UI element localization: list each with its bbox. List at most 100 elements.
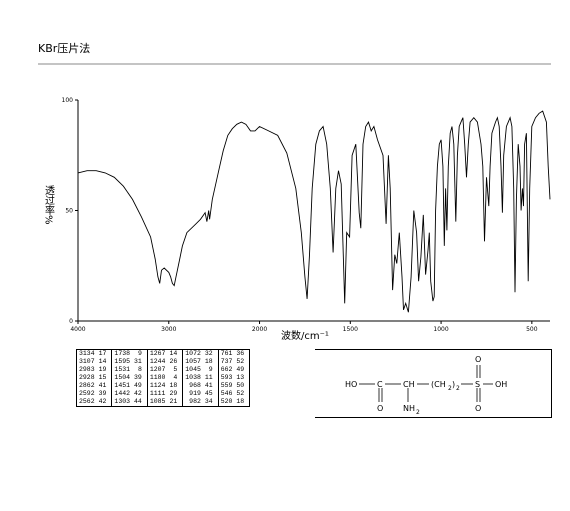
table-cell: 11: [202, 374, 219, 382]
table-cell: 1442: [114, 390, 131, 397]
atom: O: [475, 404, 481, 413]
spectrum-line: [77, 110, 551, 313]
table-cell: 2862: [79, 382, 95, 389]
y-axis-label: 透过率%: [43, 185, 55, 225]
table-cell: 1738: [114, 350, 131, 357]
table-cell: 1595: [114, 358, 131, 365]
x-tick-label: 1500: [343, 326, 358, 333]
table-cell: 1085: [149, 398, 166, 405]
table-row: 2862 41 1451 49 1124 18 968 41 559 50: [77, 382, 251, 390]
y-tick-label: 100: [62, 97, 74, 104]
table-cell: 1531: [114, 366, 131, 373]
table-cell: 1267: [149, 350, 166, 357]
table-cell: 919: [189, 390, 201, 397]
table-cell: 1038: [185, 374, 201, 381]
table-cell: 36: [234, 349, 251, 358]
table-cell: 41: [202, 382, 219, 390]
table-row: 2592 39 1442 42 1111 29 919 45 546 52: [77, 390, 251, 398]
table-cell: 4: [167, 374, 184, 382]
table-cell: 17: [96, 349, 113, 358]
table-cell: 45: [202, 390, 219, 398]
atom: S: [475, 380, 480, 389]
table-cell: 520: [220, 398, 233, 405]
table-cell: 968: [189, 382, 201, 389]
table-cell: 9: [132, 349, 148, 358]
table-cell: 662: [220, 366, 233, 373]
table-cell: 15: [96, 374, 113, 382]
table-cell: 546: [220, 390, 233, 397]
table-cell: 1180: [149, 374, 166, 381]
structure: HO C CH (CH 2 ) 2 S OH O NH 2 O O: [315, 349, 552, 418]
table-cell: 39: [96, 390, 113, 398]
table-cell: 1303: [114, 398, 131, 405]
table-cell: 3134: [79, 350, 95, 357]
table-row: 3134 17 1738 9 1267 14 1072 32 761 36: [77, 349, 251, 358]
subscript: 2: [456, 385, 460, 392]
table-cell: 41: [96, 382, 113, 390]
table-cell: 3107: [79, 358, 95, 365]
table-cell: 2928: [79, 374, 95, 381]
table-cell: 982: [189, 398, 201, 405]
table-row: 2562 42 1303 44 1085 21 982 34 520 18: [77, 398, 251, 407]
table-cell: 14: [167, 349, 184, 358]
peak-table: 3134 17 1738 9 1267 14 1072 32 761 36 3107 14 1595 31…: [76, 349, 251, 407]
x-tick-label: 3000: [161, 326, 176, 333]
atom: O: [377, 404, 383, 413]
x-tick-label: 2000: [252, 326, 267, 333]
table-cell: 1072: [185, 350, 201, 357]
table-cell: 52: [234, 390, 251, 398]
table-cell: 593: [220, 374, 233, 381]
atom: C: [377, 380, 383, 389]
page-title: KBr压片法: [38, 41, 90, 55]
table-cell: 559: [220, 382, 233, 389]
table-cell: 39: [132, 374, 148, 382]
table-cell: 2592: [79, 390, 95, 397]
table-cell: 8: [132, 366, 148, 374]
table-cell: 1111: [149, 390, 166, 397]
table-cell: 1124: [149, 382, 166, 389]
table-cell: 5: [167, 366, 184, 374]
table-cell: 49: [234, 366, 251, 374]
table-cell: 50: [234, 382, 251, 390]
y-tick-label: 50: [65, 208, 73, 215]
table-cell: 13: [234, 374, 251, 382]
table-cell: 26: [167, 358, 184, 366]
atom: HO: [345, 380, 357, 389]
atom: ): [452, 380, 455, 389]
table-cell: 1045: [185, 366, 201, 373]
table-row: 3107 14 1595 31 1244 26 1057 18 737 52: [77, 358, 251, 366]
table-cell: 34: [202, 398, 219, 407]
atom: O: [475, 355, 481, 364]
table-cell: 1504: [114, 374, 131, 381]
table-cell: 9: [202, 366, 219, 374]
table-cell: 52: [234, 358, 251, 366]
table-cell: 42: [132, 390, 148, 398]
table-cell: 737: [220, 358, 233, 365]
atom: CH: [403, 380, 415, 389]
subscript: 2: [448, 385, 452, 392]
table-cell: 2983: [79, 366, 95, 373]
table-cell: 18: [234, 398, 251, 407]
table-cell: 19: [96, 366, 113, 374]
table-cell: 44: [132, 398, 148, 407]
atom: (CH: [431, 380, 446, 389]
atom: NH: [403, 404, 415, 413]
atom: OH: [495, 380, 507, 389]
table-cell: 761: [220, 350, 233, 357]
table-cell: 31: [132, 358, 148, 366]
subscript: 2: [416, 409, 420, 416]
table-cell: 1057: [185, 358, 201, 365]
table-cell: 1451: [114, 382, 131, 389]
table-cell: 1207: [149, 366, 166, 373]
table-cell: 18: [167, 382, 184, 390]
x-axis-label: 波数/cm⁻¹: [281, 329, 329, 342]
table-cell: 14: [96, 358, 113, 366]
table-cell: 32: [202, 349, 219, 358]
x-tick-label: 1000: [433, 326, 448, 333]
table-cell: 49: [132, 382, 148, 390]
table-cell: 21: [167, 398, 184, 407]
table-row: 2983 19 1531 8 1207 5 1045 9 662 49: [77, 366, 251, 374]
table-cell: 42: [96, 398, 113, 407]
table-row: 2928 15 1504 39 1180 4 1038 11 593 13: [77, 374, 251, 382]
table-cell: 1244: [149, 358, 166, 365]
